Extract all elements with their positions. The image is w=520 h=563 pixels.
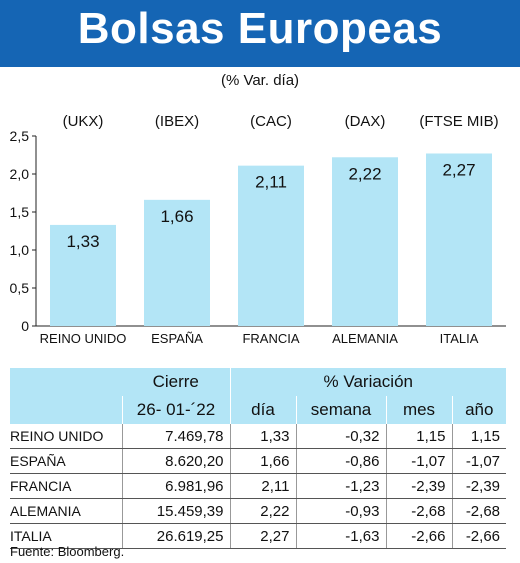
row-name: ITALIA: [10, 523, 122, 549]
index-label: (FTSE MIB): [419, 113, 498, 130]
bar-value-label: 2,27: [442, 160, 475, 179]
index-label: (CAC): [250, 113, 292, 130]
row-month: 1,15: [385, 424, 452, 449]
table-row: REINO UNIDO 7.469,78 1,33 -0,32 1,15 1,1…: [10, 424, 507, 449]
bar: [332, 157, 398, 326]
header-blank-2: [10, 396, 122, 424]
row-day: 2,22: [229, 498, 296, 524]
quotes-table-wrap: Cierre % Variación 26- 01-´22 día semana…: [10, 368, 507, 549]
col-day: día: [229, 396, 296, 424]
row-close: 15.459,39: [121, 498, 230, 524]
row-close: 8.620,20: [121, 448, 230, 474]
row-year: 1,15: [451, 424, 507, 449]
table-row: FRANCIA 6.981,96 2,11 -1,23 -2,39 -2,39: [10, 473, 507, 499]
row-year: -2,68: [451, 498, 507, 524]
row-close: 6.981,96: [121, 473, 230, 499]
y-tick-label: 2,5: [10, 128, 30, 144]
header-close: Cierre: [122, 368, 230, 396]
row-day: 1,66: [229, 448, 296, 474]
row-close: 7.469,78: [121, 424, 230, 449]
row-month: -2,68: [385, 498, 452, 524]
index-label: (UKX): [63, 113, 104, 130]
row-year: -2,66: [451, 523, 507, 549]
row-week: -0,86: [295, 448, 386, 474]
col-year: año: [451, 396, 507, 424]
bar-value-label: 2,22: [348, 164, 381, 183]
table-row: ITALIA 26.619,25 2,27 -1,63 -2,66 -2,66: [10, 523, 507, 549]
row-week: -0,32: [295, 424, 386, 449]
row-week: -1,23: [295, 473, 386, 499]
row-day: 1,33: [229, 424, 296, 449]
bar-chart: 0 0,5 1,0 1,5 2,0 2,5 1,33 (UKX) REINO UNIDO 1,66…: [10, 113, 506, 346]
page-title: Bolsas Europeas: [77, 4, 443, 53]
y-tick-label: 0,5: [10, 280, 30, 296]
row-name: ESPAÑA: [10, 448, 122, 474]
row-month: -1,07: [385, 448, 452, 474]
row-week: -0,93: [295, 498, 386, 524]
x-tick-label: REINO UNIDO: [40, 331, 127, 346]
row-week: -1,63: [295, 523, 386, 549]
row-name: FRANCIA: [10, 473, 122, 499]
col-month: mes: [385, 396, 452, 424]
chart-subtitle: (% Var. día): [220, 72, 300, 89]
row-day: 2,27: [229, 523, 296, 549]
bar-value-label: 1,33: [66, 232, 99, 251]
table-row: ALEMANIA 15.459,39 2,22 -0,93 -2,68 -2,6…: [10, 498, 507, 524]
row-year: -1,07: [451, 448, 507, 474]
row-year: -2,39: [451, 473, 507, 499]
source-note: Fuente: Bloomberg.: [10, 544, 125, 559]
y-tick-label: 1,0: [10, 242, 30, 258]
bar-value-label: 1,66: [160, 207, 193, 226]
row-close: 26.619,25: [121, 523, 230, 549]
row-name: REINO UNIDO: [10, 424, 122, 449]
row-name: ALEMANIA: [10, 498, 122, 524]
x-tick-label: FRANCIA: [242, 331, 299, 346]
row-day: 2,11: [229, 473, 296, 499]
bar: [238, 165, 304, 326]
header-blank: [10, 368, 122, 396]
y-tick-label: 1,5: [10, 204, 30, 220]
row-month: -2,66: [385, 523, 452, 549]
table-row: ESPAÑA 8.620,20 1,66 -0,86 -1,07 -1,07: [10, 448, 507, 474]
header-variation: % Variación: [229, 368, 507, 396]
bar: [426, 153, 492, 326]
title-banner: Bolsas Europeas: [0, 0, 520, 67]
col-date: 26- 01-´22: [121, 396, 230, 424]
bar: [144, 199, 210, 326]
bar: [50, 224, 116, 326]
y-tick-label: 2,0: [10, 166, 30, 182]
x-tick-label: ITALIA: [440, 331, 479, 346]
y-tick-label: 0: [21, 318, 29, 334]
index-label: (DAX): [345, 113, 386, 130]
index-label: (IBEX): [155, 113, 199, 130]
row-month: -2,39: [385, 473, 452, 499]
col-week: semana: [295, 396, 386, 424]
x-tick-label: ALEMANIA: [332, 331, 398, 346]
bar-value-label: 2,11: [255, 173, 287, 192]
x-tick-label: ESPAÑA: [151, 331, 203, 346]
quotes-table: Cierre % Variación 26- 01-´22 día semana…: [10, 368, 507, 549]
